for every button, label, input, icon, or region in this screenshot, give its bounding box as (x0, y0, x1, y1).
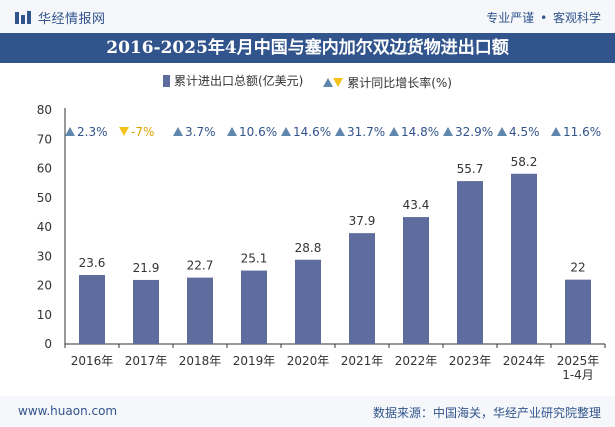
growth-up-marker (497, 127, 507, 136)
y-tick-label: 50 (37, 191, 52, 205)
growth-label: 14.6% (293, 125, 331, 139)
footer-source: 数据来源：中国海关，华经产业研究院整理 (372, 406, 601, 420)
growth-down-marker (119, 127, 129, 136)
growth-up-marker (227, 127, 237, 136)
y-tick-label: 20 (37, 279, 52, 293)
legend-label-growth: 累计同比增长率(%) (347, 75, 452, 90)
legend: 累计进出口总额(亿美元) 累计同比增长率(%) (0, 72, 615, 91)
x-tick-label: 2024年 (503, 354, 546, 368)
bar (241, 270, 267, 344)
footer-website: www.huaon.com (18, 404, 118, 418)
legend-item-growth: 累计同比增长率(%) (323, 74, 452, 91)
legend-triangle-up-icon (323, 77, 334, 87)
y-tick-label: 60 (37, 162, 52, 176)
y-tick-label: 80 (37, 103, 52, 117)
bar (187, 277, 213, 344)
x-tick-label: 2021年 (341, 354, 384, 368)
bar (79, 274, 105, 344)
x-tick-label: 2020年 (287, 354, 330, 368)
legend-item-total: 累计进出口总额(亿美元) (163, 72, 303, 89)
x-tick-label: 2025年 (557, 354, 600, 368)
growth-up-marker (281, 127, 291, 136)
bar (133, 279, 159, 344)
plot-area: 0 10 20 30 40 50 60 70 80 23.6 2016年 2.3% 21.9 2017年 -… (37, 103, 606, 382)
bar (349, 233, 375, 344)
bar (457, 181, 483, 344)
brand: 华经情报网 (14, 8, 106, 27)
x-tick-label: 2017年 (125, 354, 168, 368)
legend-bar-swatch-icon (163, 74, 170, 87)
growth-up-marker (443, 127, 453, 136)
x-tick-label: 2018年 (179, 354, 222, 368)
growth-label: 11.6% (563, 125, 601, 139)
tagline-1: 专业严谨 (486, 11, 535, 25)
y-tick-label: 40 (37, 220, 52, 234)
bar-value-label: 55.7 (457, 162, 484, 176)
growth-label: 32.9% (455, 125, 493, 139)
chart-title: 2016-2025年4月中国与塞内加尔双边货物进出口额 (0, 33, 615, 63)
bar-value-label: 25.1 (241, 252, 268, 266)
bar-value-label: 23.6 (79, 256, 106, 270)
bar-value-label: 21.9 (133, 261, 160, 275)
y-tick-label: 70 (37, 132, 52, 146)
bar (511, 173, 537, 344)
growth-label: 2.3% (77, 125, 108, 139)
x-tick-label: 2022年 (395, 354, 438, 368)
x-tick-label: 2019年 (233, 354, 276, 368)
tagline-separator: • (540, 11, 548, 25)
brand-name: 华经情报网 (38, 12, 106, 27)
growth-up-marker (65, 127, 75, 136)
growth-label: 10.6% (239, 125, 277, 139)
bar-value-label: 28.8 (295, 241, 322, 255)
bar (565, 279, 591, 344)
growth-up-marker (173, 127, 183, 136)
bar (295, 259, 321, 344)
growth-label: 4.5% (509, 125, 540, 139)
bar-value-label: 22.7 (187, 259, 214, 273)
footer: www.huaon.com 数据来源：中国海关，华经产业研究院整理 (0, 396, 615, 427)
y-tick-label: 0 (44, 337, 52, 351)
legend-triangle-down-icon (333, 77, 344, 87)
growth-label: -7% (131, 125, 154, 139)
x-tick-label: 2016年 (71, 354, 114, 368)
legend-label-total: 累计进出口总额(亿美元) (174, 74, 304, 88)
bar-value-label: 58.2 (511, 155, 538, 169)
tagline-2: 客观科学 (552, 11, 601, 25)
y-tick-label: 10 (37, 308, 52, 322)
growth-up-marker (335, 127, 345, 136)
growth-up-marker (389, 127, 399, 136)
bar (403, 217, 429, 344)
bar-value-label: 37.9 (349, 214, 376, 228)
x-tick-sublabel: 1-4月 (562, 368, 594, 382)
brand-logo-icon (15, 10, 31, 24)
growth-label: 3.7% (185, 125, 216, 139)
top-bar: 华经情报网 专业严谨 • 客观科学 (0, 0, 615, 33)
growth-label: 31.7% (347, 125, 385, 139)
y-tick-label: 30 (37, 249, 52, 263)
growth-label: 14.8% (401, 125, 439, 139)
x-tick-label: 2023年 (449, 354, 492, 368)
bar-value-label: 22 (570, 261, 585, 275)
growth-up-marker (551, 127, 561, 136)
bar-value-label: 43.4 (403, 198, 430, 212)
tagline: 专业严谨 • 客观科学 (484, 9, 601, 26)
